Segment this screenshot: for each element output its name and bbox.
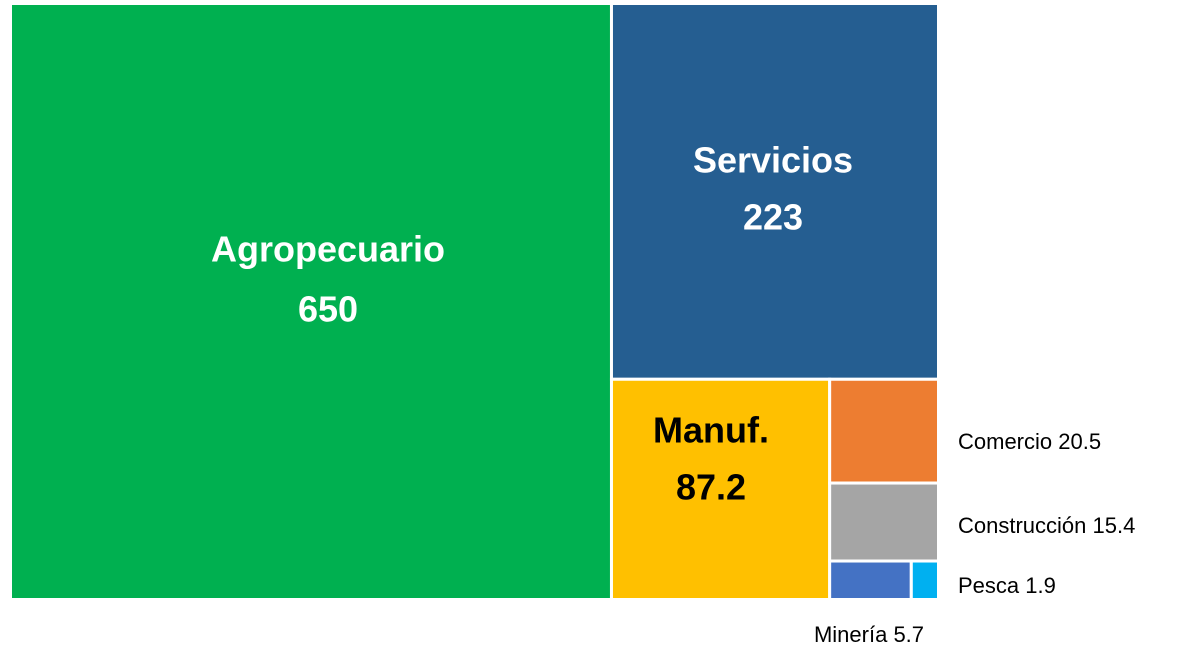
tile [828, 481, 940, 563]
outside-label: Comercio 20.5 [958, 429, 1101, 454]
tile-label: Servicios [693, 140, 853, 181]
label-value: 1.9 [1025, 573, 1056, 598]
tile [609, 2, 940, 381]
label-name: Construcción [958, 513, 1086, 538]
tile [828, 377, 940, 485]
label-value: 15.4 [1093, 513, 1136, 538]
tile [909, 559, 940, 601]
tile-value: 87.2 [676, 467, 746, 508]
tile-label: Manuf. [653, 410, 769, 451]
label-name: Minería [814, 622, 888, 647]
label-value: 20.5 [1058, 429, 1101, 454]
outside-label: Pesca 1.9 [958, 573, 1056, 598]
tile-value: 650 [298, 289, 358, 330]
label-value: 5.7 [893, 622, 924, 647]
tile [609, 377, 832, 601]
tile-value: 223 [743, 197, 803, 238]
tile [9, 2, 613, 601]
outside-label: Construcción 15.4 [958, 513, 1135, 538]
tile [828, 559, 913, 601]
label-name: Comercio [958, 429, 1052, 454]
tile-label: Agropecuario [211, 229, 445, 270]
label-name: Pesca [958, 573, 1020, 598]
outside-label: Minería 5.7 [814, 622, 924, 647]
